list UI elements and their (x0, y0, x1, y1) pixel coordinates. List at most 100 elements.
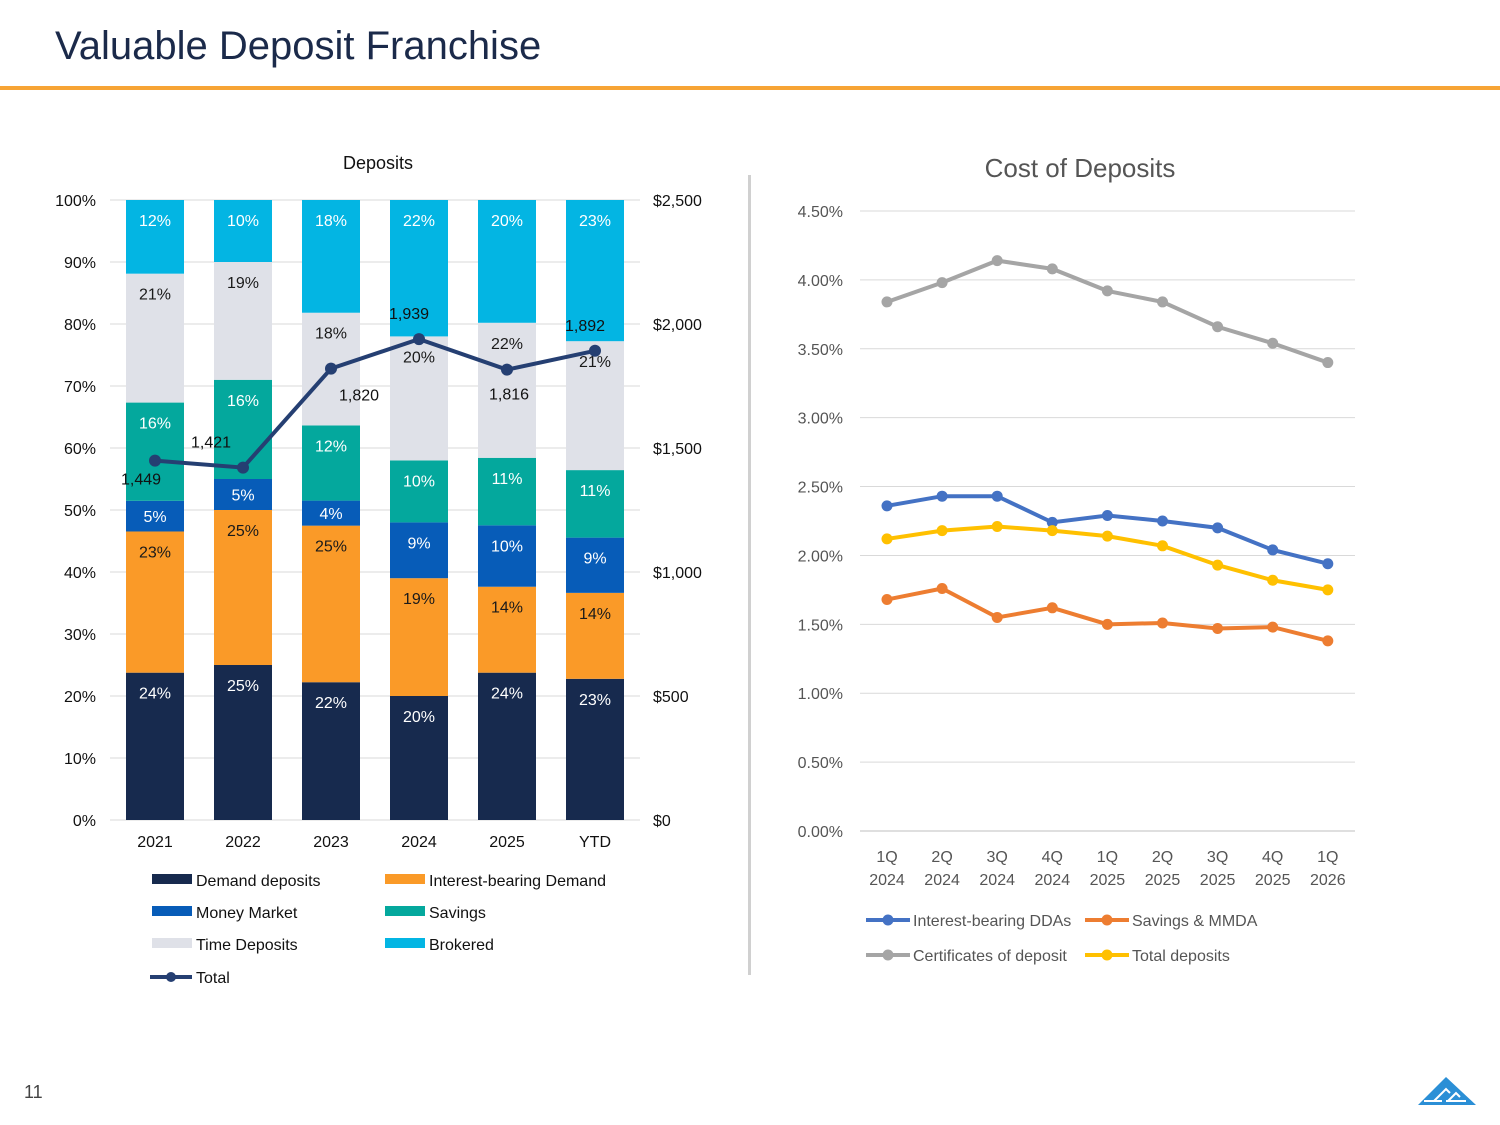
x-tick-label: 2026 (1310, 872, 1346, 889)
legend-label: Total (196, 970, 230, 987)
page-number: 11 (24, 1082, 43, 1102)
total-point (413, 333, 425, 346)
bar-segment-time-deposits (126, 273, 184, 403)
bar-data-label: 18% (315, 213, 347, 230)
y-left-tick-label: 40% (64, 565, 96, 582)
legend-marker (882, 949, 894, 961)
legend-label: Demand deposits (196, 873, 321, 890)
x-tick-label: 2024 (1035, 872, 1071, 889)
data-point-certificates-of-deposit (1101, 285, 1113, 297)
bar-data-label: 16% (227, 393, 259, 410)
left-chart-title: Deposits (343, 153, 413, 173)
data-point-certificates-of-deposit (1046, 263, 1058, 275)
bar-segment-interest-bearing-demand (390, 578, 448, 696)
bar-segment-money-market (390, 522, 448, 579)
bar-data-label: 20% (403, 349, 435, 366)
data-point-interest-bearing-ddas (991, 490, 1003, 502)
legend-label: Interest-bearing DDAs (913, 913, 1071, 930)
x-tick-label: 2024 (401, 834, 437, 851)
bar-data-label: 5% (143, 509, 166, 526)
y-left-tick-label: 0% (73, 813, 96, 830)
total-line (154, 337, 596, 470)
bar-segment-brokered (566, 200, 624, 342)
bar-segment-savings (126, 402, 184, 501)
legend-swatch (385, 874, 425, 884)
bar-data-label: 14% (491, 600, 523, 617)
bar-data-label: 9% (407, 535, 430, 552)
right-chart-title: Cost of Deposits (985, 153, 1176, 183)
bar-data-label: 24% (491, 686, 523, 703)
y-left-tick-label: 50% (64, 503, 96, 520)
legend-label: Money Market (196, 905, 298, 922)
legend-label: Total deposits (1132, 948, 1230, 965)
data-point-total-deposits (1322, 584, 1334, 596)
bar-segment-money-market (566, 537, 624, 593)
legend-label: Brokered (429, 937, 494, 954)
y-tick-label: 3.50% (798, 342, 843, 359)
bar-data-label: 22% (315, 695, 347, 712)
bar-data-label: 4% (319, 506, 342, 523)
total-data-label: 1,939 (389, 306, 429, 323)
data-point-savings-mmda (991, 611, 1003, 623)
data-point-interest-bearing-ddas (1212, 522, 1224, 534)
bar-segment-savings (390, 460, 448, 523)
bar-data-label: 21% (139, 287, 171, 304)
data-point-certificates-of-deposit (1322, 357, 1334, 369)
x-tick-label: 2Q (931, 849, 952, 866)
x-tick-label: 2Q (1152, 849, 1173, 866)
x-tick-label: 2024 (869, 872, 905, 889)
bar-segment-demand-deposits (566, 678, 624, 820)
legend-label: Time Deposits (196, 937, 298, 954)
data-point-certificates-of-deposit (1212, 321, 1224, 333)
x-tick-label: YTD (579, 834, 611, 851)
data-point-total-deposits (881, 533, 893, 545)
data-point-total-deposits (1157, 540, 1168, 552)
total-point (325, 362, 337, 375)
y-left-tick-label: 60% (64, 441, 96, 458)
bar-data-label: 11% (580, 483, 611, 500)
x-tick-label: 2024 (979, 872, 1015, 889)
y-tick-label: 3.00% (798, 411, 843, 428)
y-left-tick-label: 80% (64, 317, 96, 334)
y-left-tick-label: 10% (64, 751, 96, 768)
x-tick-label: 2023 (313, 834, 349, 851)
bar-segment-money-market (214, 479, 272, 510)
bar-segment-interest-bearing-demand (566, 592, 624, 679)
bar-data-label: 22% (491, 336, 523, 353)
y-right-tick-label: $500 (653, 689, 689, 706)
data-point-total-deposits (1267, 574, 1279, 586)
data-point-certificates-of-deposit (1157, 296, 1168, 308)
bar-segment-interest-bearing-demand (302, 525, 360, 683)
total-data-label: 1,449 (121, 472, 161, 489)
legend-marker (882, 914, 894, 926)
page-title: Valuable Deposit Franchise (55, 24, 542, 68)
total-point (237, 461, 249, 474)
legend-swatch (152, 938, 192, 948)
bar-segment-time-deposits (214, 262, 272, 380)
bar-data-label: 9% (583, 551, 606, 568)
bar-data-label: 12% (139, 213, 171, 230)
total-point (149, 454, 161, 467)
x-tick-label: 2025 (1090, 872, 1126, 889)
x-tick-label: 2025 (1255, 872, 1291, 889)
bar-data-label: 20% (491, 213, 523, 230)
legend-label: Savings (429, 905, 486, 922)
data-point-total-deposits (991, 521, 1003, 533)
bar-segment-time-deposits (566, 341, 624, 471)
bar-data-label: 23% (579, 692, 611, 709)
x-tick-label: 1Q (876, 849, 897, 866)
y-right-tick-label: $0 (653, 813, 671, 830)
bar-segment-time-deposits (478, 322, 536, 458)
x-tick-label: 3Q (987, 849, 1008, 866)
y-left-tick-label: 100% (55, 193, 96, 210)
chart-divider (748, 175, 751, 975)
x-tick-label: 2025 (489, 834, 525, 851)
series-line-certificates-of-deposit (886, 258, 1329, 365)
data-point-interest-bearing-ddas (1267, 544, 1279, 556)
bar-segment-savings (478, 457, 536, 526)
bar-data-label: 21% (579, 354, 611, 371)
bar-data-label: 19% (403, 591, 435, 608)
bar-data-label: 16% (139, 416, 171, 433)
bar-data-label: 24% (139, 686, 171, 703)
data-point-savings-mmda (936, 583, 948, 595)
